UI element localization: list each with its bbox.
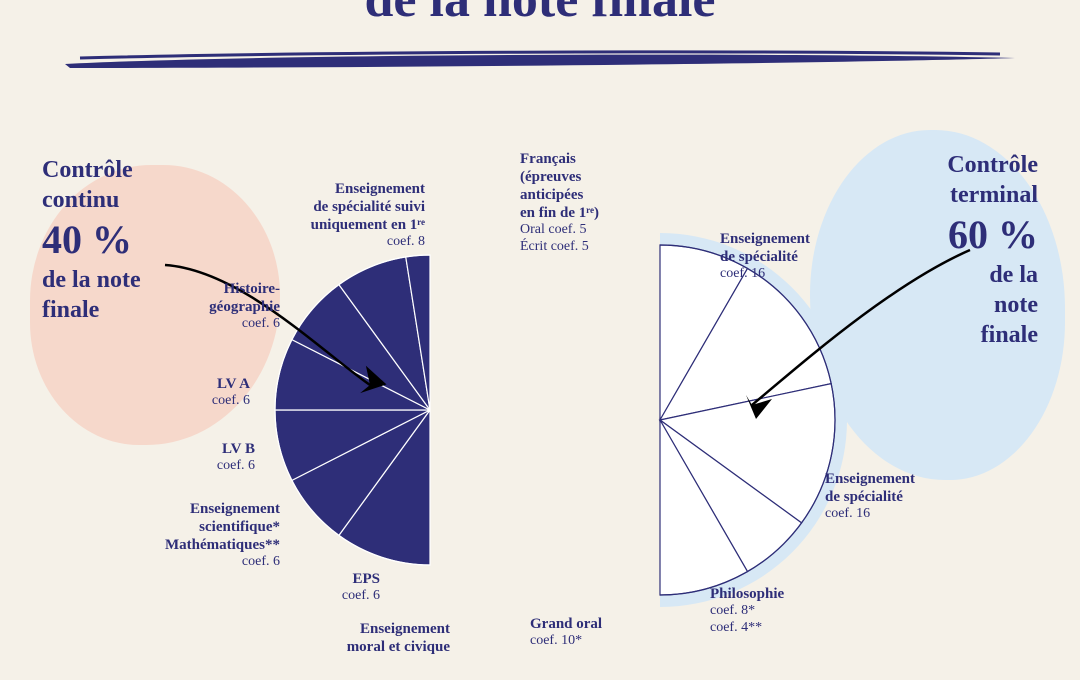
pie-label-left-6: Enseignementmoral et civique: [260, 620, 450, 656]
pies-container: Enseignementde spécialité suiviuniquemen…: [0, 130, 1080, 675]
pie-label-left-0: Enseignementde spécialité suiviuniquemen…: [225, 180, 425, 251]
brush-underline: [60, 50, 1020, 70]
pie-label-right-4: Grand oralcoef. 10*: [530, 615, 650, 650]
pie-label-right-1: Enseignementde spécialitécoef. 16: [720, 230, 870, 283]
pie-label-right-2: Enseignementde spécialitécoef. 16: [825, 470, 975, 523]
pie-label-left-1: Histoire-géographiecoef. 6: [165, 280, 280, 333]
pie-label-left-2: LV Acoef. 6: [180, 375, 250, 410]
pie-label-left-3: LV Bcoef. 6: [185, 440, 255, 475]
pie-label-right-0: Français(épreuvesanticipéesen fin de 1ʳᵉ…: [520, 150, 670, 256]
pie-label-right-3: Philosophiecoef. 8*coef. 4**: [710, 585, 850, 637]
pie-label-left-5: EPScoef. 6: [320, 570, 380, 605]
page-title: de la note finale: [365, 0, 716, 29]
pie-label-left-4: Enseignementscientifique*Mathématiques**…: [100, 500, 280, 571]
